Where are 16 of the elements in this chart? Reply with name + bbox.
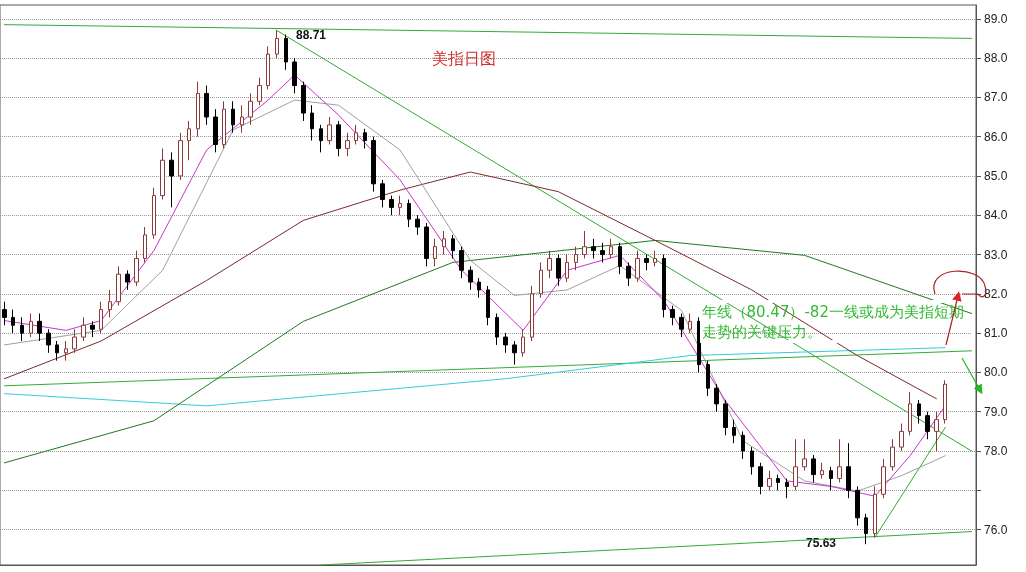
y-tick-label: 88.0 (984, 51, 1008, 66)
y-tick-label: 89.0 (984, 11, 1008, 26)
annotation: 88.71 (296, 28, 327, 43)
y-tick-label: 86.0 (984, 129, 1008, 144)
y-tick-label: 80.0 (984, 365, 1008, 380)
y-tick-label: 78.0 (984, 444, 1008, 459)
y-tick-label: 84.0 (984, 208, 1008, 223)
y-tick-label: 82.0 (984, 286, 1008, 301)
y-tick-label: 81.0 (984, 326, 1008, 341)
y-tick-label: 83.0 (984, 247, 1008, 262)
annotation: 75.63 (806, 536, 837, 550)
y-tick-label: 87.0 (984, 90, 1008, 105)
y-tick-label: 76.0 (984, 522, 1008, 537)
text: 美指日图 (432, 48, 496, 68)
y-tick-label: 79.0 (984, 404, 1008, 419)
y-tick-label: 85.0 (984, 168, 1008, 183)
